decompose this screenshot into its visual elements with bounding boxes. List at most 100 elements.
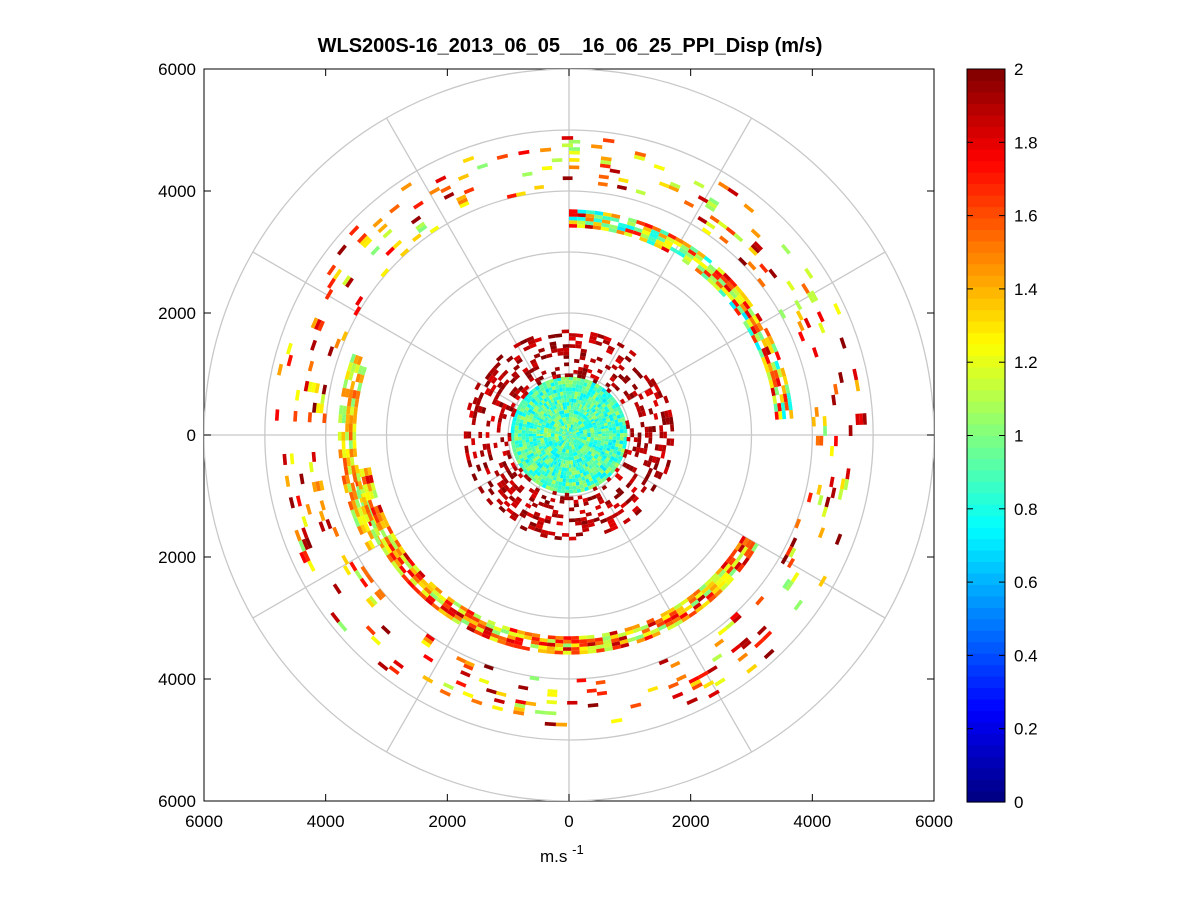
data-cell <box>540 439 545 443</box>
data-cell <box>616 414 622 420</box>
data-cell <box>754 638 765 649</box>
data-cell <box>540 410 545 415</box>
data-cell <box>834 435 838 447</box>
data-cell <box>528 469 534 475</box>
data-cell <box>464 445 469 454</box>
data-cell <box>569 165 580 170</box>
data-cell <box>327 346 335 357</box>
data-cell <box>770 387 776 397</box>
data-cell <box>600 414 606 419</box>
data-cell <box>563 362 569 367</box>
data-cell <box>625 481 632 489</box>
data-cell <box>532 457 538 463</box>
data-cell <box>569 452 574 457</box>
data-cell <box>502 413 508 420</box>
data-cell <box>572 434 577 436</box>
data-cell <box>723 563 732 572</box>
colorbar-segment <box>967 550 1005 563</box>
data-cell <box>583 501 589 507</box>
data-cell <box>530 640 540 646</box>
data-cell <box>575 429 580 433</box>
data-cell <box>550 411 554 416</box>
data-cell <box>530 419 536 424</box>
data-cell <box>610 718 623 724</box>
data-cell <box>563 351 569 356</box>
data-cell <box>525 398 532 404</box>
data-cell <box>490 415 496 422</box>
data-cell <box>332 268 343 280</box>
data-cell <box>546 353 553 359</box>
data-cell <box>348 491 355 501</box>
data-cell <box>610 409 615 415</box>
data-cell <box>737 294 746 303</box>
data-cell <box>618 455 624 461</box>
data-cell <box>497 374 505 382</box>
data-cell <box>588 338 596 345</box>
data-cell <box>526 476 532 483</box>
data-cell <box>334 338 341 349</box>
data-cell <box>507 488 514 496</box>
data-cell <box>530 643 539 649</box>
data-cell <box>573 426 578 431</box>
data-cell <box>729 290 738 299</box>
data-cell <box>561 398 565 403</box>
data-cell <box>400 182 413 192</box>
data-cell <box>615 422 620 427</box>
data-cell <box>648 455 654 462</box>
data-cell <box>580 400 584 405</box>
data-cell <box>788 547 797 558</box>
colorbar-segment <box>967 343 1005 356</box>
data-cell <box>593 221 602 227</box>
data-cell <box>562 436 566 439</box>
colorbar-tick-label: 0.4 <box>1014 646 1038 665</box>
data-cell <box>516 459 522 465</box>
data-cell <box>538 473 544 479</box>
data-cell <box>651 631 661 638</box>
data-cell <box>553 460 558 466</box>
data-cell <box>342 378 349 389</box>
data-cell <box>609 468 616 475</box>
data-cell <box>549 458 554 463</box>
data-cell <box>628 465 635 472</box>
data-cell <box>590 331 599 338</box>
data-cell <box>547 436 552 442</box>
data-cell <box>720 582 729 592</box>
data-cell <box>630 428 635 433</box>
data-cell <box>602 455 607 460</box>
data-cell <box>547 689 558 694</box>
data-cell <box>565 391 569 395</box>
data-cell <box>348 389 354 399</box>
data-cell <box>561 380 566 385</box>
data-cell <box>567 435 569 439</box>
data-cell <box>525 430 530 434</box>
data-cell <box>566 467 569 472</box>
data-cell <box>543 412 548 417</box>
data-cell <box>536 436 540 439</box>
data-cell <box>591 446 596 450</box>
data-cell <box>773 369 780 379</box>
data-cell <box>429 225 440 234</box>
data-cell <box>421 589 430 598</box>
data-cell <box>536 438 541 441</box>
data-cell <box>657 390 664 399</box>
data-cell <box>679 611 689 620</box>
data-cell <box>642 459 649 467</box>
data-cell <box>571 474 576 479</box>
data-cell <box>508 495 516 502</box>
data-cell <box>613 407 619 413</box>
data-cell <box>595 504 602 511</box>
data-cell <box>556 465 560 471</box>
colorbar-tick-label: 0.2 <box>1014 720 1038 739</box>
data-cell <box>504 641 514 648</box>
data-cell <box>653 391 660 400</box>
data-cell <box>605 415 610 420</box>
data-cell <box>779 394 785 403</box>
data-cell <box>352 431 357 441</box>
data-cell <box>525 414 530 419</box>
data-cell <box>594 433 599 437</box>
data-cell <box>541 470 546 476</box>
data-cell <box>697 195 709 204</box>
data-cell <box>632 230 642 237</box>
data-cell <box>818 575 828 588</box>
data-cell <box>604 364 612 371</box>
